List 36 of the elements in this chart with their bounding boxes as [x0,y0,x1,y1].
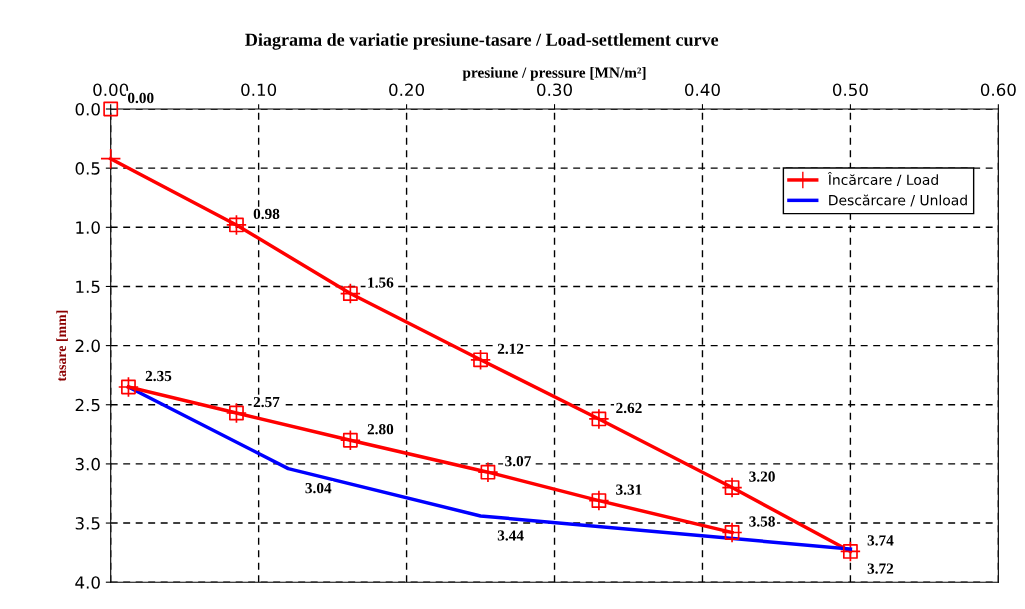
y-tick-label: 2.0 [75,339,100,353]
data-label: 2.35 [145,370,172,382]
data-label: 2.62 [616,402,642,414]
y-tick-label: 0.0 [75,102,100,116]
y-tick-label: 0.5 [75,162,100,175]
x-axis-title: presiune / pressure [MN/m²] [462,67,646,81]
data-label: 3.04 [305,482,332,494]
x-tick-label: 0.40 [685,83,720,97]
x-tick-label: 0.00 [93,83,129,97]
chart-title: Diagrama de variatie presiune-tasare / Load-settlement curve [245,33,719,50]
y-tick-label: 1.0 [76,221,100,234]
x-tick-label: 0.20 [389,83,425,97]
data-label: 3.20 [749,471,775,482]
x-tick-label: 0.60 [980,83,1016,97]
data-label: 3.31 [616,484,642,495]
legend-label: Încărcare / Load [827,171,938,187]
x-tick-label: 0.30 [537,83,572,97]
data-label: 3.72 [867,563,894,574]
data-label: 3.44 [497,530,524,541]
y-tick-label: 1.5 [76,280,100,294]
data-label: 3.74 [867,535,894,546]
x-tick-label: 0.50 [832,83,868,97]
data-label: 3.58 [749,516,775,527]
y-tick-label: 2.5 [75,398,100,412]
y-tick-label: 3.5 [75,517,100,530]
data-label: 0.98 [253,208,280,220]
data-label: 3.07 [505,456,531,467]
data-label: 2.57 [253,396,280,408]
data-label: 1.56 [368,277,394,288]
x-tick-label: 0.10 [241,83,277,97]
data-label: 2.12 [497,343,524,354]
legend-label: Descărcare / Unload [829,194,967,207]
y-tick-label: 3.0 [75,457,100,471]
data-label: 2.80 [367,424,394,435]
y-axis-title: tasare [mm] [56,310,68,382]
y-tick-label: 4.0 [75,576,100,589]
